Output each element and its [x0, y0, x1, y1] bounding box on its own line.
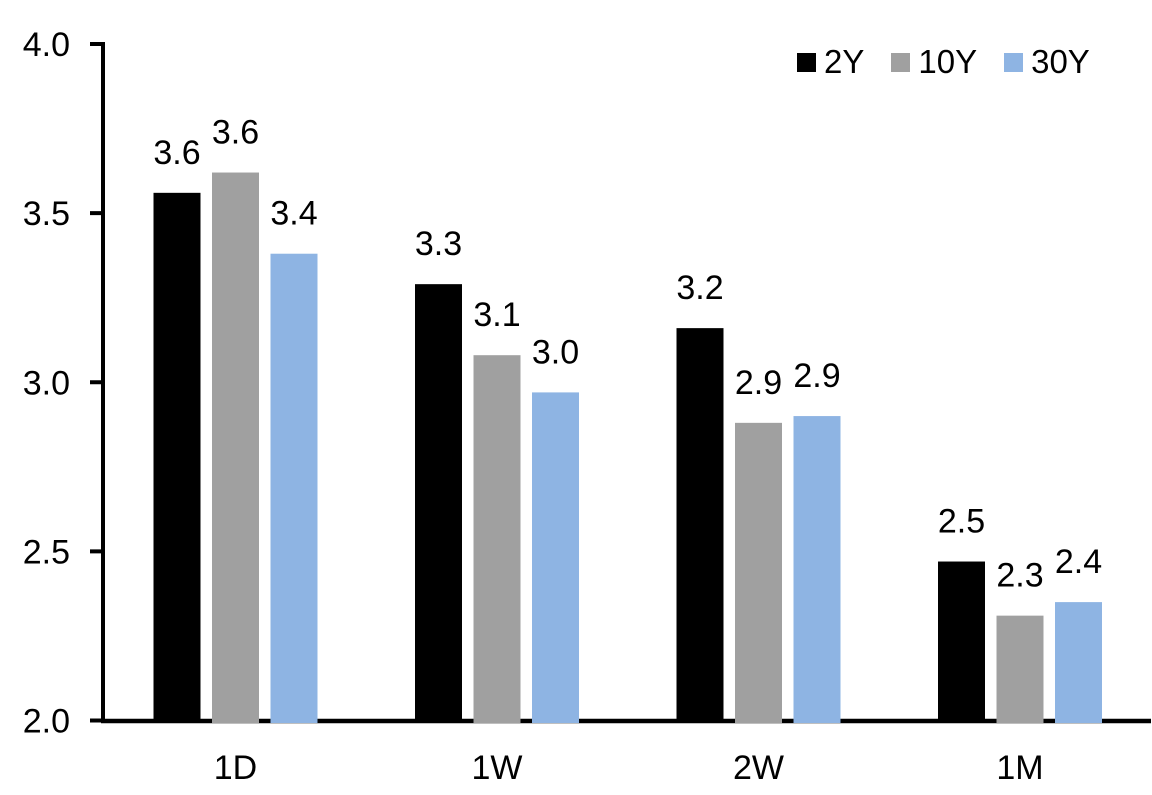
- bar-30y-1m: [1055, 602, 1102, 723]
- x-category-label-2w: 2W: [733, 749, 784, 787]
- bar-2y-1d: [153, 192, 201, 723]
- bar-label-30y-2w: 2.9: [793, 357, 840, 395]
- x-category-label-1m: 1M: [996, 749, 1043, 787]
- bar-30y-1d: [270, 253, 318, 723]
- bar-label-10y-1d: 3.6: [212, 114, 259, 152]
- bar-label-30y-1m: 2.4: [1055, 543, 1102, 581]
- chart-legend: 2Y 10Y 30Y: [797, 44, 1090, 80]
- bar-label-10y-1w: 3.1: [473, 296, 520, 334]
- y-tick-label-3.5: 3.5: [23, 195, 70, 233]
- y-tick-label-3.0: 3.0: [23, 364, 70, 402]
- legend-item-2y: 2Y: [797, 44, 864, 80]
- bar-label-2y-1d: 3.6: [153, 134, 200, 172]
- legend-swatch-10y: [891, 52, 911, 72]
- bar-10y-1m: [996, 615, 1044, 723]
- x-category-label-1d: 1D: [214, 749, 257, 787]
- bar-10y-2w: [735, 422, 782, 723]
- bar-label-2y-1w: 3.3: [415, 225, 462, 263]
- bar-label-10y-2w: 2.9: [735, 364, 782, 402]
- bar-label-2y-1m: 2.5: [938, 503, 985, 541]
- bar-label-30y-1w: 3.0: [532, 333, 579, 371]
- legend-item-30y: 30Y: [1004, 44, 1090, 80]
- bar-label-2y-2w: 3.2: [676, 269, 723, 307]
- legend-swatch-30y: [1004, 52, 1024, 72]
- bar-10y-1d: [212, 172, 259, 723]
- y-tick-label-2.0: 2.0: [23, 703, 70, 741]
- legend-label-10y: 10Y: [918, 43, 978, 80]
- x-category-label-1w: 1W: [472, 749, 523, 787]
- y-tick-label-2.5: 2.5: [23, 533, 70, 571]
- bar-10y-1w: [473, 355, 521, 723]
- bar-30y-1w: [532, 392, 579, 723]
- legend-label-30y: 30Y: [1031, 43, 1090, 80]
- legend-swatch-2y: [797, 52, 816, 72]
- bar-2y-1m: [938, 561, 985, 723]
- y-tick-label-4.0: 4.0: [23, 26, 70, 64]
- bar-2y-2w: [676, 328, 724, 723]
- legend-label-2y: 2Y: [824, 43, 865, 80]
- bar-label-30y-1d: 3.4: [270, 195, 317, 233]
- bar-2y-1w: [415, 284, 462, 723]
- bar-label-10y-1m: 2.3: [996, 557, 1043, 595]
- bar-30y-2w: [793, 416, 841, 723]
- legend-item-10y: 10Y: [891, 44, 977, 80]
